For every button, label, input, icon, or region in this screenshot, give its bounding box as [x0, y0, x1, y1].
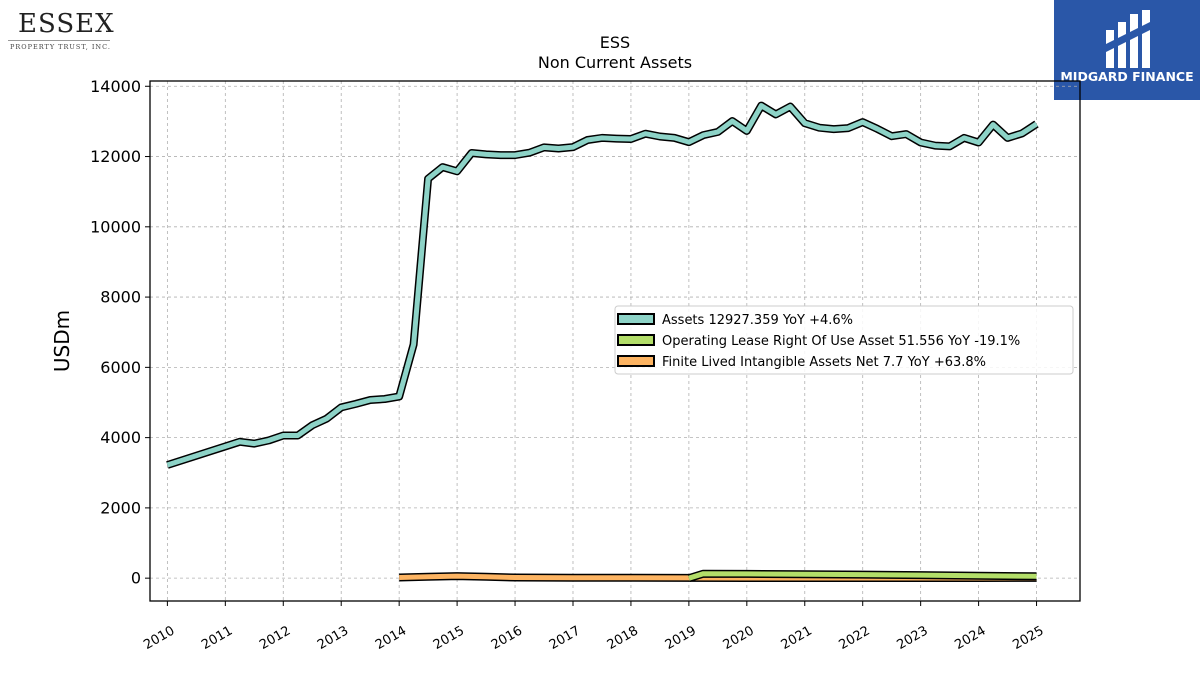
midgard-logo-name: MIDGARD FINANCE: [1060, 69, 1194, 84]
legend-swatch: [617, 355, 655, 367]
essex-logo-brand: ESSEX: [18, 9, 115, 39]
x-tick-label: 2023: [894, 623, 930, 653]
series-assets: [166, 101, 1039, 469]
x-tick-label: 2013: [315, 623, 351, 653]
y-axis-label: USDm: [50, 310, 74, 372]
legend-label: Operating Lease Right Of Use Asset 51.55…: [662, 334, 1020, 349]
midgard-finance-logo: MIDGARD FINANCE: [1054, 0, 1200, 100]
x-tick-label: 2019: [663, 623, 699, 653]
x-axis-ticks: 2010 2011 2012 2013 2014 2015 2016 2017 2018 2019…: [141, 601, 1047, 653]
x-tick-label: 2014: [373, 623, 409, 653]
series-lines: [166, 101, 1039, 583]
legend-box: [614, 305, 1074, 375]
x-tick-label: 2021: [779, 623, 815, 653]
chart-title: ESS: [600, 33, 630, 52]
series-outline: [166, 101, 1039, 469]
legend-item: Operating Lease Right Of Use Asset 51.55…: [617, 334, 1020, 349]
y-tick-label: 4000: [100, 428, 141, 447]
x-tick-label: 2011: [199, 623, 235, 653]
x-tick-label: 2015: [431, 623, 467, 653]
series-line: [166, 103, 1038, 468]
x-tick-label: 2024: [952, 623, 988, 653]
y-tick-label: 8000: [100, 288, 141, 307]
y-tick-label: 6000: [100, 358, 141, 377]
y-tick-label: 0: [131, 569, 141, 588]
essex-logo-subtitle: PROPERTY TRUST, INC.: [10, 43, 111, 51]
essex-logo-rule: [8, 40, 110, 41]
x-tick-label: 2012: [257, 623, 293, 653]
y-tick-label: 10000: [90, 217, 141, 236]
y-axis-ticks: 0 2000 4000 6000 8000 10000 12000 14000: [90, 77, 150, 588]
legend-label: Assets 12927.359 YoY +4.6%: [662, 313, 853, 328]
x-tick-label: 2017: [547, 623, 583, 653]
x-tick-label: 2018: [605, 623, 641, 653]
y-tick-label: 2000: [100, 498, 141, 517]
x-tick-label: 2016: [489, 623, 525, 653]
series-line: [688, 571, 1037, 581]
legend-swatch: [617, 313, 655, 325]
midgard-mark-icon: [1106, 10, 1150, 68]
legend-label: Finite Lived Intangible Assets Net 7.7 Y…: [662, 355, 986, 370]
x-tick-label: 2010: [141, 623, 177, 653]
legend-swatch: [617, 334, 655, 346]
x-tick-label: 2022: [837, 623, 873, 653]
essex-logo: ESSEX PROPERTY TRUST, INC.: [8, 10, 118, 51]
legend-item: Assets 12927.359 YoY +4.6%: [617, 313, 853, 328]
x-tick-label: 2020: [721, 623, 757, 653]
y-tick-label: 12000: [90, 147, 141, 166]
series-operating-lease-right-of-use-asset: [687, 569, 1037, 583]
plot-frame: [149, 80, 1081, 602]
chart-subtitle: Non Current Assets: [538, 53, 692, 72]
x-tick-label: 2025: [1010, 623, 1046, 653]
y-tick-label: 14000: [90, 77, 141, 96]
legend: Assets 12927.359 YoY +4.6% Operating Leas…: [614, 305, 1074, 375]
legend-item: Finite Lived Intangible Assets Net 7.7 Y…: [617, 355, 986, 370]
